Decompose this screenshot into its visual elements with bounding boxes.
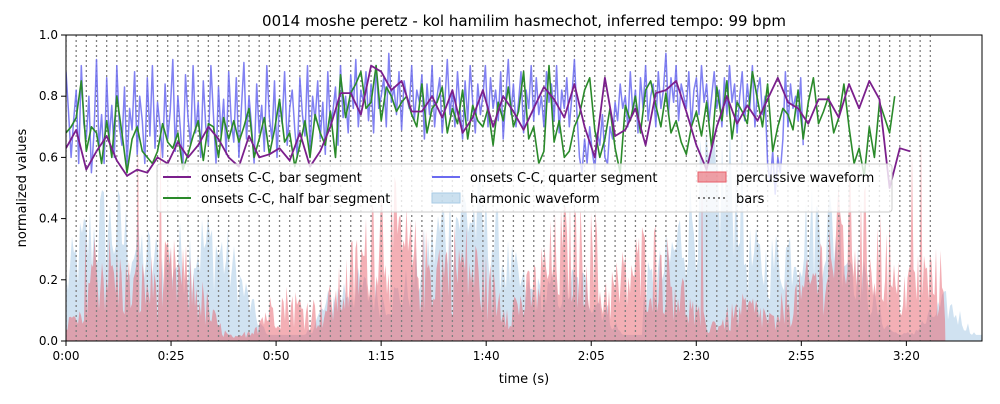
x-tick-label: 1:15 (368, 349, 395, 363)
x-tick-label: 2:55 (788, 349, 815, 363)
y-axis-label: normalized values (15, 128, 30, 247)
y-tick-label: 0.0 (39, 334, 58, 348)
percussive-waveform-area (66, 114, 946, 341)
x-tick-label: 2:05 (578, 349, 605, 363)
series-line-onsets-c-c-bar-segment (66, 64, 911, 189)
y-tick-label: 0.6 (39, 150, 58, 164)
legend-label: harmonic waveform (470, 192, 600, 207)
series-line-onsets-c-c-half-bar-segment (66, 64, 896, 177)
onset-series (66, 52, 911, 195)
plot-frame (65, 34, 983, 342)
y-tick-label: 0.4 (39, 212, 58, 226)
x-tick-label: 0:00 (53, 349, 80, 363)
legend-label: onsets C-C, half bar segment (201, 192, 390, 207)
plot-area (66, 35, 982, 341)
x-tick-label: 1:40 (473, 349, 500, 363)
legend-label: percussive waveform (736, 171, 874, 186)
legend-label: onsets C-C, quarter segment (470, 171, 657, 186)
legend-label: onsets C-C, bar segment (201, 171, 362, 186)
y-tick-label: 0.8 (39, 89, 58, 103)
x-tick-label: 0:50 (263, 349, 290, 363)
legend-swatch (431, 192, 461, 204)
legend-label: bars (736, 192, 765, 207)
x-tick-label: 3:20 (893, 349, 920, 363)
x-tick-label: 2:30 (683, 349, 710, 363)
chart-title: 0014 moshe peretz - kol hamilim hasmecho… (262, 12, 786, 30)
x-tick-label: 0:25 (158, 349, 185, 363)
percussive-waveform (66, 114, 946, 341)
harmonic-waveform-area (66, 119, 982, 341)
legend: onsets C-C, bar segment onsets C-C, half … (156, 163, 893, 213)
y-tick-label: 1.0 (39, 28, 58, 42)
harmonic-waveform (66, 119, 982, 341)
x-axis-label: time (s) (499, 372, 549, 387)
legend-swatch (697, 171, 727, 183)
y-axis: 0.0 0.2 0.4 0.6 0.8 1.0 (39, 28, 66, 348)
y-tick-label: 0.2 (39, 273, 58, 287)
x-axis: 0:00 0:25 0:50 1:15 1:40 2:05 2:30 2:55 3:20 (53, 341, 920, 363)
